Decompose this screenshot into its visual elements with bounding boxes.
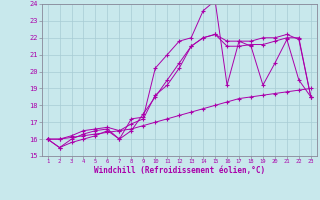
X-axis label: Windchill (Refroidissement éolien,°C): Windchill (Refroidissement éolien,°C) xyxy=(94,166,265,175)
